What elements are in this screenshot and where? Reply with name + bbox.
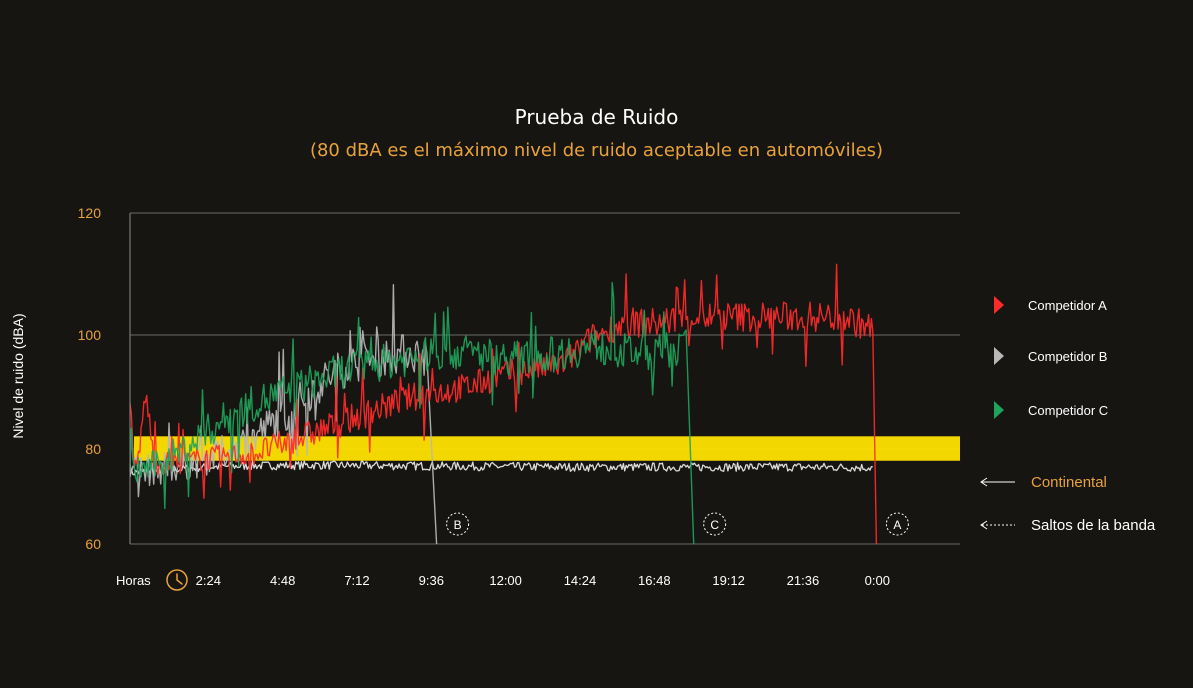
y-tick-label: 120	[78, 205, 102, 221]
legend-item-label: Competidor A	[1028, 298, 1107, 313]
arrow-left-icon	[980, 520, 988, 530]
x-tick-label: 0:00	[865, 573, 890, 588]
band-jump-label: A	[893, 518, 901, 532]
y-tick-label: 100	[78, 327, 102, 343]
legend-item-competidor-c: Competidor C	[994, 401, 1108, 419]
x-tick-label: 2:24	[196, 573, 221, 588]
x-tick-label: 16:48	[638, 573, 671, 588]
band-jump-A: A	[885, 512, 909, 536]
series-competidor-c	[129, 282, 695, 545]
legend-item-jumps: Saltos de la banda	[980, 517, 1156, 534]
x-tick-label: 4:48	[270, 573, 295, 588]
legend-item-continental: Continental	[980, 474, 1107, 491]
grid-lines	[130, 212, 960, 545]
band-jump-circle	[446, 512, 470, 536]
legend-jumps-label: Saltos de la banda	[1031, 517, 1156, 534]
y-tick-label: 80	[85, 441, 101, 457]
y-tick-label: 60	[85, 536, 101, 552]
x-axis-label: Horas	[116, 573, 151, 588]
band-jump-label: C	[710, 518, 719, 532]
x-tick-label: 19:12	[712, 573, 745, 588]
x-tick-label: 12:00	[489, 573, 522, 588]
legend-item-competidor-b: Competidor B	[994, 347, 1107, 365]
legend-continental-label: Continental	[1031, 474, 1107, 491]
clock-icon	[166, 569, 188, 591]
series-lines	[129, 263, 878, 545]
legend-triangle-icon	[994, 347, 1004, 365]
band-jump-circle	[885, 512, 909, 536]
x-tick-label: 7:12	[344, 573, 369, 588]
axes: 120 100 80 60 Horas 2:24 4:48 7:12 9:36 12:00 14:2…	[78, 205, 890, 591]
x-tick-label: 9:36	[419, 573, 444, 588]
arrow-left-icon	[980, 477, 988, 487]
legend-triangle-icon	[994, 401, 1004, 419]
x-tick-label: 14:24	[564, 573, 597, 588]
chart-subtitle: (80 dBA es el máximo nivel de ruido acep…	[309, 140, 884, 161]
legend-triangle-icon	[994, 296, 1004, 314]
legend-item-label: Competidor C	[1028, 403, 1108, 418]
legend-item-competidor-a: Competidor A	[994, 296, 1107, 314]
band-jump-circle	[703, 512, 727, 536]
legend-item-label: Competidor B	[1028, 349, 1107, 364]
band-jump-B: B	[446, 512, 470, 536]
chart-title: Prueba de Ruido	[514, 105, 679, 129]
series-continental	[129, 460, 873, 478]
x-tick-label: 21:36	[787, 573, 820, 588]
series-competidor-a	[129, 263, 878, 545]
band-jump-C: C	[703, 512, 727, 536]
band-jump-label: B	[454, 518, 462, 532]
legend: Competidor A Competidor B Competidor C Cont…	[980, 296, 1156, 534]
